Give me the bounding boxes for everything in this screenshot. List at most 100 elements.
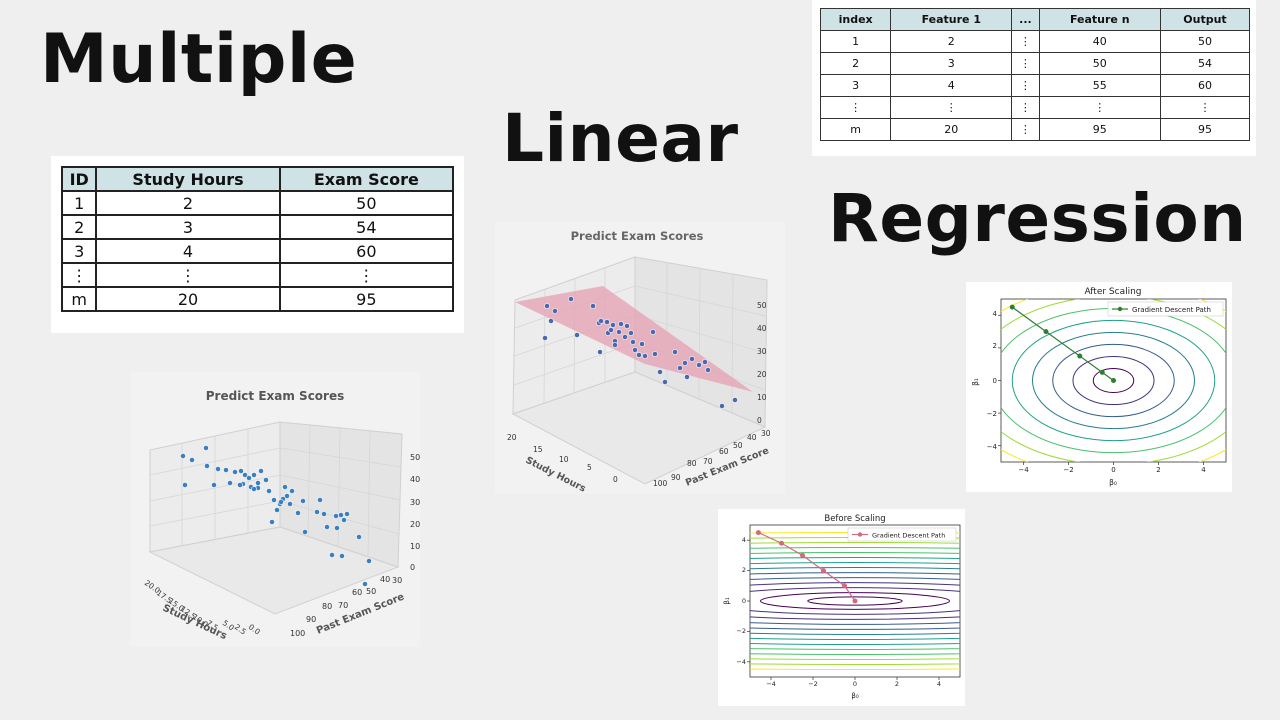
table-header-cell: ID: [60, 166, 98, 192]
table-row: 3 4 ⋮ 55 60: [819, 74, 1251, 97]
table-cell: 50: [1038, 52, 1161, 75]
legend-label: Gradient Descent Path: [872, 532, 945, 540]
table-cell: 4: [95, 238, 281, 264]
table-cell: 2: [819, 52, 892, 75]
scatter-point: [682, 360, 688, 366]
legend: Gradient Descent Path: [1107, 301, 1224, 317]
after-scaling-chart-panel: After Scaling −4 −2 0 2 4 4 2 0 −2 −4 β₀…: [966, 282, 1232, 492]
scatter-point: [610, 322, 616, 328]
y-tick-label: 100: [653, 479, 668, 488]
scatter-point: [650, 329, 656, 335]
scatter-3d-plot: Predict Exam Scores 50 40 30 20 10 0 100…: [143, 389, 420, 642]
x-axis-label: β₀: [851, 692, 858, 700]
chart-title: Before Scaling: [824, 514, 885, 524]
regression-plane: [515, 286, 753, 392]
feature-table: index Feature 1 ... Feature n Output 1 2 ⋮…: [819, 8, 1251, 141]
scatter-point: [574, 332, 580, 338]
z-tick-label: 0: [410, 563, 415, 572]
table-cell: ⋮: [890, 96, 1013, 119]
scatter-point: [628, 330, 634, 336]
scatter-point: [271, 497, 277, 503]
table-row: 2 3 ⋮ 50 54: [819, 52, 1251, 75]
y-tick-labels: 100 90 80 70 60 50 40 30: [290, 575, 402, 638]
scatter-point: [597, 349, 603, 355]
scatter-point: [590, 303, 596, 309]
table-header-cell: Output: [1159, 8, 1251, 31]
scatter-point: [180, 453, 186, 459]
table-row: 2 3 54: [60, 214, 455, 240]
table-cell: m: [60, 286, 98, 312]
contour-line: [760, 592, 950, 610]
x-tick-label: 20: [507, 433, 517, 442]
scatter-point: [329, 552, 335, 558]
x-tick-label: 0.0: [247, 622, 262, 636]
table-cell: 50: [278, 190, 455, 216]
y-tick-label: −4: [736, 658, 746, 666]
plane-3d-panel: Predict Exam Scores 50 40 30 20 10 0 100…: [495, 222, 785, 495]
scatter-point: [258, 468, 264, 474]
title-word-multiple: Multiple: [40, 20, 358, 99]
scatter-points: [180, 445, 372, 587]
scatter-point: [204, 463, 210, 469]
scatter-point: [684, 374, 690, 380]
table-cell: 2: [890, 30, 1013, 53]
axis-grid: [511, 256, 768, 485]
scatter-point: [266, 488, 272, 494]
scatter-point: [341, 517, 347, 523]
table-cell: 4: [890, 74, 1013, 97]
z-tick-label: 30: [410, 498, 420, 507]
y-axis-label: β₁: [971, 378, 980, 386]
path-point: [852, 598, 858, 604]
x-tick-label: 0: [613, 475, 618, 484]
legend-marker: [1117, 306, 1123, 312]
scatter-point: [696, 362, 702, 368]
scatter-point: [719, 403, 725, 409]
table-header-cell: index: [819, 8, 892, 31]
y-tick-label: 80: [687, 459, 697, 468]
z-tick-label: 0: [757, 416, 762, 425]
before-scaling-chart-panel: Before Scaling −4 −2 0 2 4 4 2 0 −2 −4 β…: [718, 509, 965, 706]
scatter-point: [282, 484, 288, 490]
y-tick-label: 40: [380, 575, 390, 584]
scatter-point: [624, 323, 630, 329]
table-cell: ⋮: [1011, 74, 1040, 97]
contour-line: [750, 547, 960, 655]
x-tick-label: 0: [1111, 466, 1115, 474]
scatter-point: [344, 511, 350, 517]
scatter-point: [338, 512, 344, 518]
y-tick-labels: 4 2 0 −2 −4: [987, 310, 998, 451]
title-word-regression: Regression: [828, 180, 1247, 257]
contour-line: [807, 596, 903, 606]
table-row: m 20 ⋮ 95 95: [819, 118, 1251, 141]
plot-title: Predict Exam Scores: [571, 229, 704, 243]
x-tick-label: 2: [895, 680, 899, 688]
contour-line: [1052, 343, 1175, 418]
contour-line: [750, 541, 960, 661]
y-tick-label: −4: [987, 443, 998, 451]
x-axis-label: Study Hours: [524, 455, 588, 494]
title-word-linear: Linear: [502, 100, 739, 177]
y-tick-label: 0: [742, 597, 746, 605]
z-tick-label: 10: [410, 542, 420, 551]
table-cell: 20: [890, 118, 1013, 141]
x-axis-label: Study Hours: [161, 603, 229, 642]
table-row: m 20 95: [60, 286, 455, 312]
scatter-point: [366, 558, 372, 564]
scatter-point: [227, 480, 233, 486]
scatter-3d-panel: Predict Exam Scores 50 40 30 20 10 0 100…: [130, 372, 420, 647]
contour-line: [750, 567, 960, 635]
y-tick-label: 2: [742, 566, 746, 574]
path-point: [821, 568, 826, 574]
table-cell: ⋮: [819, 96, 892, 119]
scatter-point: [642, 353, 648, 359]
scatter-point: [618, 321, 624, 327]
axis-grid: [148, 421, 403, 615]
path-point: [800, 552, 805, 558]
scatter-point: [544, 303, 550, 309]
contour-line: [1011, 319, 1216, 442]
contour-line: [750, 582, 960, 620]
table-header-row: ID Study Hours Exam Score: [60, 166, 455, 192]
scatter-point: [251, 472, 257, 478]
before-scaling-chart: Before Scaling −4 −2 0 2 4 4 2 0 −2 −4 β…: [723, 514, 961, 700]
scatter-point: [732, 397, 738, 403]
